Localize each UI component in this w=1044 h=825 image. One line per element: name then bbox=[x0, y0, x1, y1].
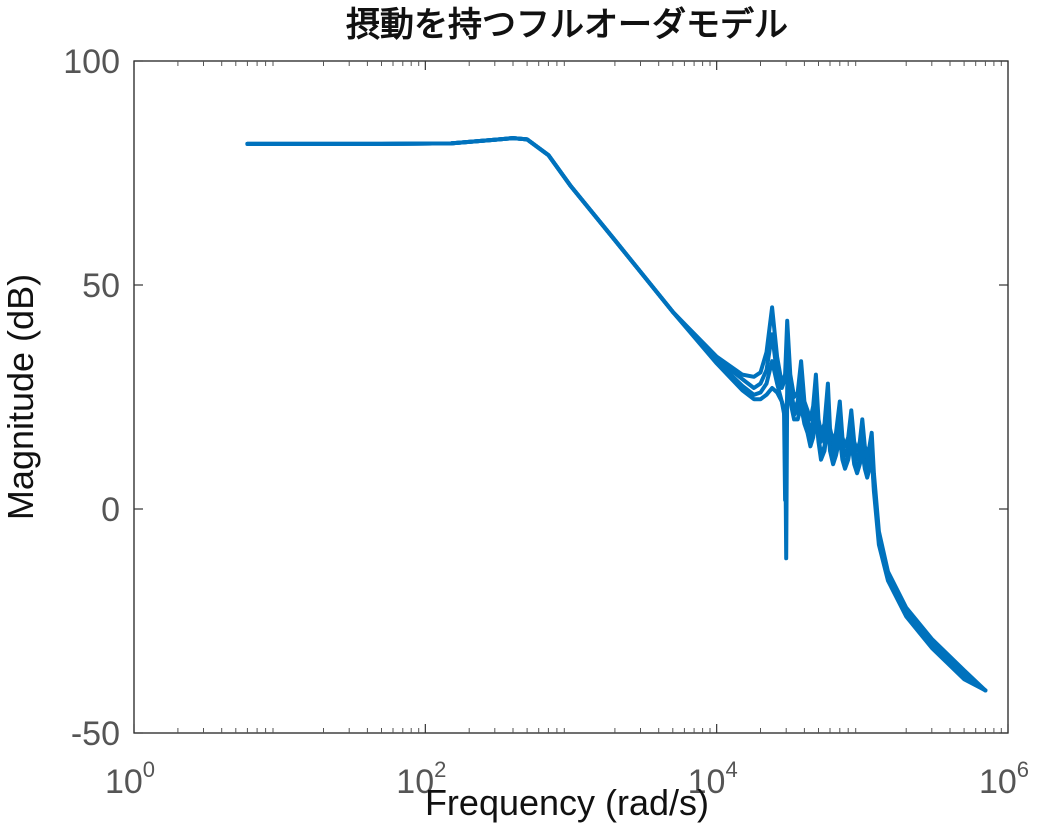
series-line-3 bbox=[245, 136, 988, 693]
x-tick-exponent: 6 bbox=[1017, 757, 1029, 782]
minor-ticks bbox=[177, 61, 1002, 733]
y-tick-labels: 100 50 0 -50 bbox=[63, 43, 120, 753]
x-tick-label: 106 bbox=[979, 757, 1029, 801]
y-axis-label: Magnitude (dB) bbox=[0, 274, 41, 520]
x-tick-base: 10 bbox=[105, 763, 143, 801]
y-tick-label: 100 bbox=[63, 43, 120, 81]
plot-area-frame bbox=[133, 60, 1009, 734]
x-tick-label: 100 bbox=[105, 757, 155, 801]
series-layer bbox=[245, 136, 988, 693]
x-tick-label: 102 bbox=[396, 757, 446, 801]
y-tick-label: 50 bbox=[82, 267, 120, 305]
y-tick-label: -50 bbox=[71, 715, 120, 753]
y-tick-label: 0 bbox=[101, 491, 120, 529]
x-tick-base: 10 bbox=[396, 763, 434, 801]
series-line-4 bbox=[245, 136, 988, 693]
series-line-1 bbox=[245, 136, 988, 693]
x-tick-base: 10 bbox=[979, 763, 1017, 801]
x-tick-exponent: 0 bbox=[143, 757, 155, 782]
x-tick-exponent: 2 bbox=[434, 757, 446, 782]
chart-title: 摂動を持つフルオーダモデル bbox=[346, 5, 788, 45]
x-tick-base: 10 bbox=[688, 763, 726, 801]
x-tick-labels: 100 102 104 106 bbox=[105, 757, 1029, 801]
x-tick-label: 104 bbox=[688, 757, 738, 801]
major-ticks bbox=[133, 60, 1009, 734]
x-axis-label: Frequency (rad/s) bbox=[425, 782, 709, 823]
x-tick-exponent: 4 bbox=[725, 757, 737, 782]
series-line-2 bbox=[245, 136, 988, 693]
